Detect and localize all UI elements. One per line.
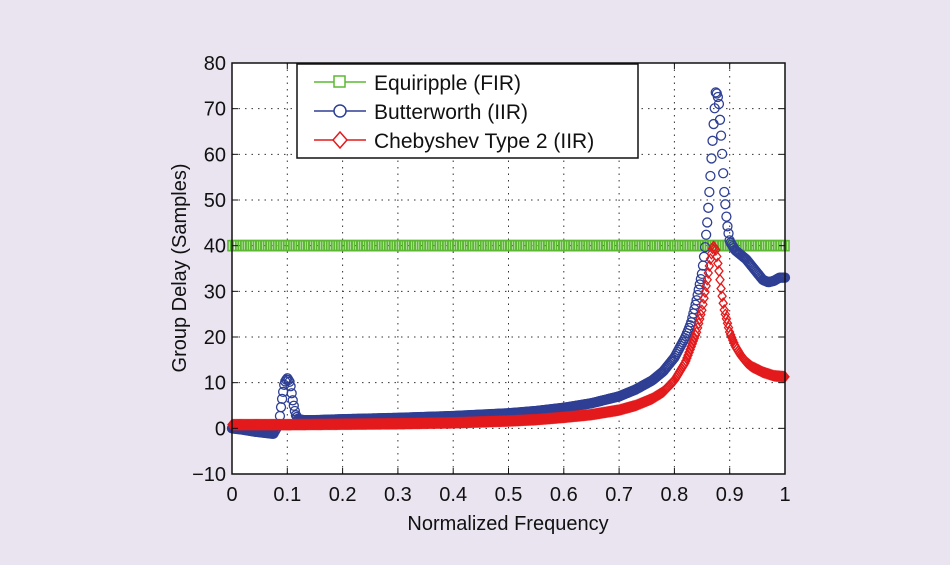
legend-label-butterworth: Butterworth (IIR) bbox=[374, 101, 528, 124]
data-point-circle bbox=[722, 221, 733, 232]
data-point-diamond bbox=[702, 273, 713, 286]
data-point-diamond bbox=[726, 331, 737, 344]
square-marker-icon bbox=[333, 75, 346, 88]
data-point-circle bbox=[276, 393, 288, 405]
y-tick-label: 40 bbox=[204, 236, 226, 258]
data-point-circle bbox=[695, 273, 706, 285]
data-point-diamond bbox=[700, 286, 710, 299]
data-point-diamond bbox=[718, 297, 729, 310]
data-point-circle bbox=[715, 130, 727, 141]
y-tick-label: 10 bbox=[204, 373, 226, 395]
y-tick-labels: −10 0 10 20 30 40 50 60 70 80 bbox=[192, 53, 226, 486]
x-tick-label: 0.5 bbox=[495, 484, 523, 506]
x-tick-label: 0.6 bbox=[550, 484, 578, 506]
data-point-diamond bbox=[716, 282, 726, 295]
y-tick-label: 60 bbox=[204, 144, 226, 166]
x-tick-label: 0.7 bbox=[605, 484, 633, 506]
data-point-circle bbox=[286, 388, 297, 399]
data-point-diamond bbox=[713, 257, 723, 270]
data-point-diamond bbox=[779, 370, 789, 383]
data-point-diamond bbox=[719, 303, 730, 317]
legend-label-chebyshev: Chebyshev Type 2 (IIR) bbox=[374, 130, 594, 153]
data-point-circle bbox=[706, 153, 717, 164]
data-point-circle bbox=[710, 87, 721, 98]
y-tick-label: 20 bbox=[204, 327, 226, 349]
legend-label-equiripple: Equiripple (FIR) bbox=[374, 72, 521, 95]
data-point-diamond bbox=[703, 266, 714, 280]
data-point-circle bbox=[701, 229, 712, 240]
y-tick-label: 0 bbox=[215, 418, 226, 440]
data-point-diamond bbox=[727, 334, 738, 347]
data-point-diamond bbox=[697, 304, 707, 317]
data-point-diamond bbox=[724, 325, 735, 339]
x-tick-label: 0 bbox=[226, 484, 237, 506]
x-tick-label: 0.8 bbox=[660, 484, 688, 506]
data-point-circle bbox=[716, 148, 728, 160]
x-tick-label: 0.9 bbox=[716, 484, 744, 506]
data-point-diamond bbox=[725, 328, 736, 341]
data-point-diamond bbox=[698, 298, 708, 311]
data-point-circle bbox=[705, 170, 716, 182]
series-layer bbox=[226, 87, 791, 439]
data-point-circle bbox=[721, 211, 732, 222]
data-point-diamond bbox=[701, 279, 711, 292]
data-point-circle bbox=[713, 98, 725, 110]
x-axis-label: Normalized Frequency bbox=[407, 513, 608, 535]
series-equiripple bbox=[227, 239, 790, 252]
data-point-diamond bbox=[721, 312, 732, 325]
data-point-diamond bbox=[711, 250, 722, 263]
legend: Equiripple (FIR) Butterworth (IIR) Cheby… bbox=[296, 63, 639, 159]
data-point-circle bbox=[694, 279, 705, 290]
tick-marks bbox=[231, 62, 786, 475]
y-axis-label: Group Delay (Samples) bbox=[169, 164, 191, 373]
x-tick-label: 1 bbox=[779, 484, 790, 506]
data-point-circle bbox=[703, 202, 714, 213]
data-point-circle bbox=[712, 91, 724, 103]
x-tick-labels: 0 0.1 0.2 0.3 0.4 0.5 0.6 0.7 0.8 0.9 1 bbox=[226, 484, 790, 506]
circle-marker-icon bbox=[333, 104, 347, 118]
data-point-circle bbox=[719, 186, 730, 198]
data-point-circle bbox=[285, 381, 296, 392]
data-point-diamond bbox=[722, 317, 733, 330]
data-point-circle bbox=[723, 228, 734, 239]
data-point-circle bbox=[720, 199, 731, 210]
data-point-diamond bbox=[699, 292, 709, 305]
y-tick-label: 70 bbox=[204, 99, 226, 121]
y-tick-label: −10 bbox=[192, 464, 226, 486]
legend-item-chebyshev: Chebyshev Type 2 (IIR) bbox=[314, 130, 594, 153]
data-point-diamond bbox=[704, 259, 715, 272]
x-tick-label: 0.4 bbox=[439, 484, 467, 506]
data-point-diamond bbox=[717, 290, 727, 303]
data-point-circle bbox=[707, 135, 718, 146]
y-tick-label: 80 bbox=[204, 53, 226, 75]
x-tick-label: 0.2 bbox=[329, 484, 357, 506]
data-point-circle bbox=[718, 168, 729, 179]
data-point-circle bbox=[714, 114, 726, 125]
data-point-circle bbox=[287, 395, 298, 406]
data-point-diamond bbox=[720, 308, 731, 321]
data-point-diamond bbox=[710, 243, 721, 257]
diamond-marker-icon bbox=[332, 130, 348, 150]
series-chebyshev bbox=[227, 240, 790, 431]
legend-item-equiripple: Equiripple (FIR) bbox=[314, 72, 521, 95]
y-tick-label: 50 bbox=[204, 190, 226, 212]
data-point-circle bbox=[284, 376, 295, 387]
data-point-circle bbox=[702, 217, 713, 228]
y-tick-label: 30 bbox=[204, 281, 226, 303]
data-point-circle bbox=[283, 374, 294, 386]
legend-item-butterworth: Butterworth (IIR) bbox=[314, 101, 528, 124]
x-tick-label: 0.3 bbox=[384, 484, 412, 506]
x-tick-label: 0.1 bbox=[273, 484, 301, 506]
data-point-circle bbox=[704, 186, 715, 198]
data-point-circle bbox=[288, 400, 299, 411]
